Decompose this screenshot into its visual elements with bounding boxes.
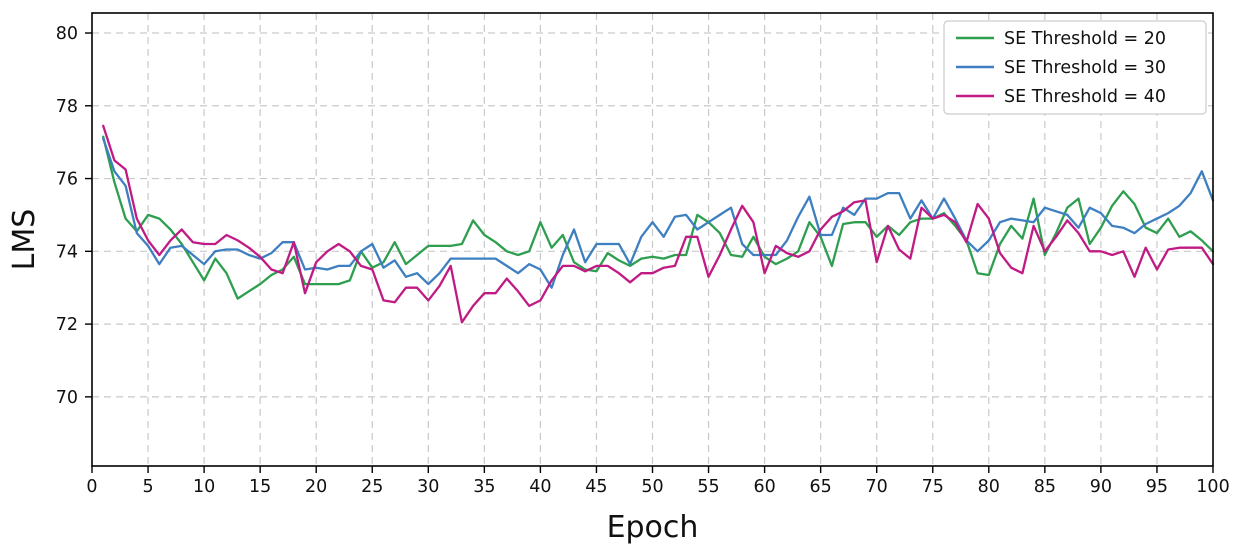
series-line-2 xyxy=(102,124,1215,324)
x-tick-label: 25 xyxy=(361,477,383,497)
x-tick-label: 95 xyxy=(1146,477,1168,497)
x-tick-label: 80 xyxy=(978,477,1000,497)
y-tick-label: 78 xyxy=(56,97,78,117)
y-tick-label: 72 xyxy=(56,315,78,335)
x-tick-label: 0 xyxy=(86,477,97,497)
x-tick-label: 60 xyxy=(753,477,775,497)
x-tick-label: 5 xyxy=(142,477,153,497)
y-tick-label: 80 xyxy=(56,24,78,44)
y-tick-label: 70 xyxy=(56,388,78,408)
x-tick-label: 40 xyxy=(529,477,551,497)
x-tick-label: 85 xyxy=(1034,477,1056,497)
y-axis-label: LMS xyxy=(7,209,42,271)
x-tick-label: 10 xyxy=(193,477,215,497)
legend-label-0: SE Threshold = 20 xyxy=(1004,29,1166,49)
x-tick-label: 30 xyxy=(417,477,439,497)
legend-box xyxy=(943,20,1207,115)
x-tick-label: 90 xyxy=(1090,477,1112,497)
x-tick-label: 35 xyxy=(473,477,495,497)
x-tick-label: 75 xyxy=(922,477,944,497)
legend-label-1: SE Threshold = 30 xyxy=(1004,58,1166,78)
series-line-0 xyxy=(102,135,1215,300)
x-axis-label: Epoch xyxy=(607,510,699,545)
x-tick-label: 65 xyxy=(810,477,832,497)
x-tick-label: 100 xyxy=(1196,477,1229,497)
x-tick-label: 20 xyxy=(305,477,327,497)
x-tick-label: 50 xyxy=(641,477,663,497)
x-tick-label: 15 xyxy=(249,477,271,497)
series-line-1 xyxy=(102,137,1215,289)
x-tick-label: 70 xyxy=(866,477,888,497)
x-tick-label: 45 xyxy=(585,477,607,497)
y-tick-label: 74 xyxy=(56,242,78,262)
x-tick-label: 55 xyxy=(697,477,719,497)
legend-label-2: SE Threshold = 40 xyxy=(1004,87,1166,107)
y-tick-label: 76 xyxy=(56,170,78,190)
